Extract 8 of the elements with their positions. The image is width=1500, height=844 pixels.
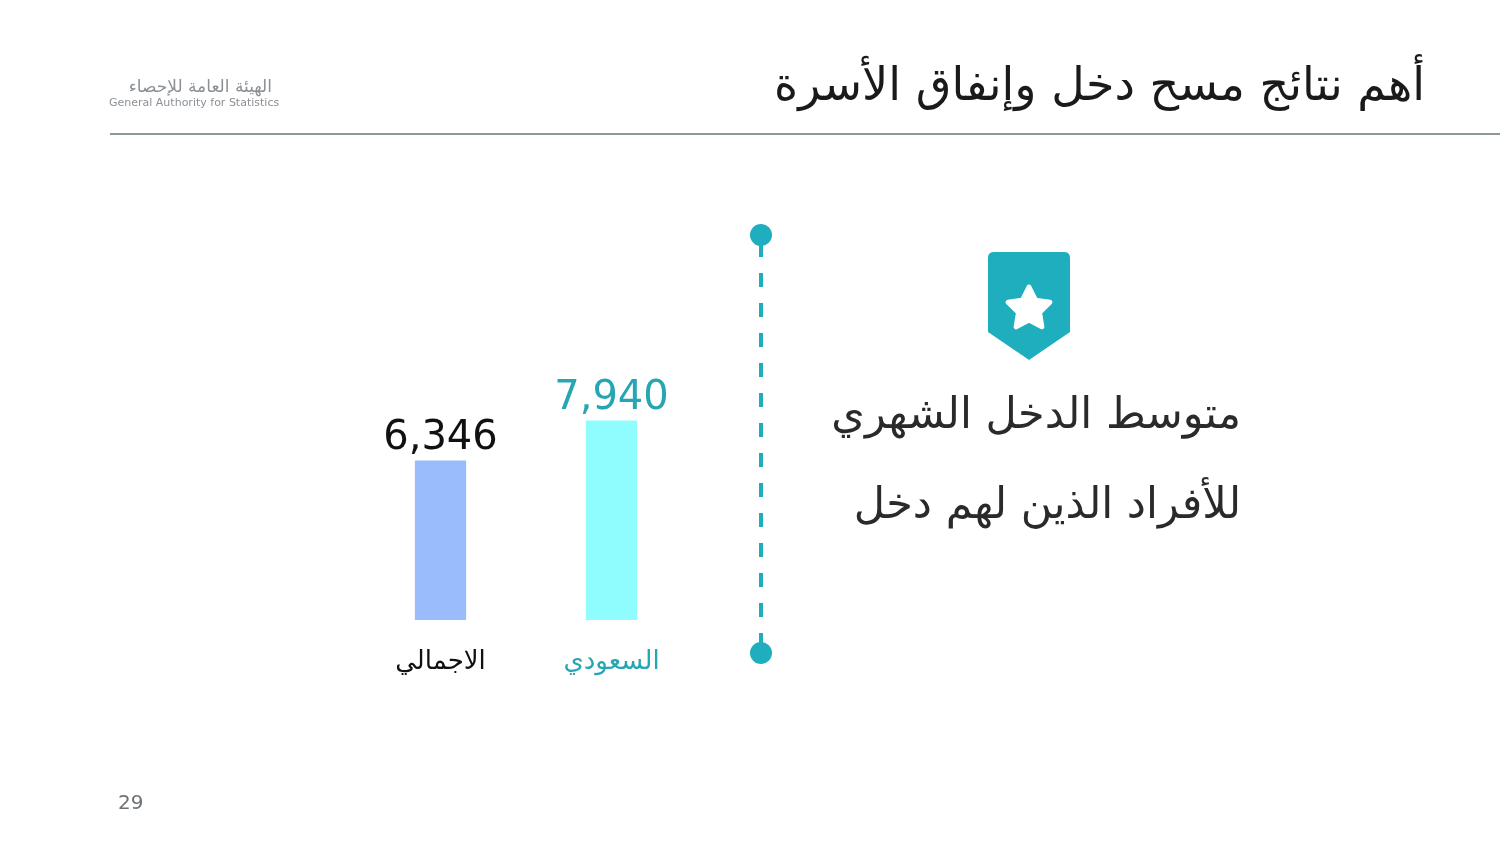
text: 29 [118,790,144,814]
data-label: 7,940 [554,371,669,418]
x-tick-label: السعودي [563,645,660,676]
text: متوسط الدخل الشهري للأفراد الذين لهم دخل [830,387,1241,531]
text: General Authority for Statistics [109,96,280,109]
data-label: 6,346 [383,411,498,458]
text: الهيئة العامة للإحصاء [128,76,272,96]
x-tick-label: الاجمالي [395,645,486,675]
